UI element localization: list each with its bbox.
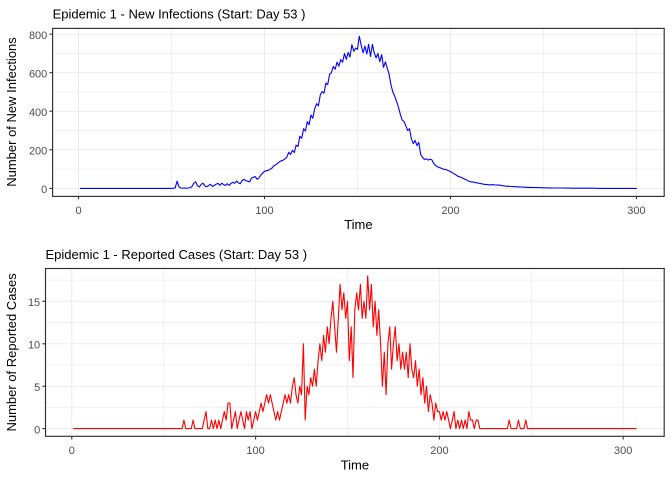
svg-text:300: 300	[614, 445, 632, 457]
svg-text:800: 800	[29, 30, 47, 42]
svg-text:200: 200	[29, 146, 47, 158]
svg-text:200: 200	[441, 205, 459, 217]
svg-text:600: 600	[29, 69, 47, 81]
svg-text:100: 100	[255, 205, 273, 217]
svg-text:0: 0	[34, 425, 40, 437]
svg-text:0: 0	[69, 445, 75, 457]
svg-text:300: 300	[627, 205, 645, 217]
svg-text:Epidemic 1 - New Infections (S: Epidemic 1 - New Infections (Start: Day …	[53, 7, 306, 22]
svg-text:400: 400	[29, 107, 47, 119]
svg-text:Time: Time	[341, 458, 369, 473]
svg-text:100: 100	[246, 445, 264, 457]
svg-text:Time: Time	[344, 217, 372, 232]
svg-text:0: 0	[41, 184, 47, 196]
svg-text:5: 5	[34, 382, 40, 394]
svg-text:200: 200	[430, 445, 448, 457]
svg-text:Epidemic 1 - Reported Cases (S: Epidemic 1 - Reported Cases (Start: Day …	[46, 247, 308, 262]
svg-text:0: 0	[75, 205, 81, 217]
svg-text:Number of Reported Cases: Number of Reported Cases	[4, 273, 19, 432]
svg-text:10: 10	[28, 340, 40, 352]
svg-text:15: 15	[28, 297, 40, 309]
svg-text:Number of New Infections: Number of New Infections	[4, 37, 19, 187]
